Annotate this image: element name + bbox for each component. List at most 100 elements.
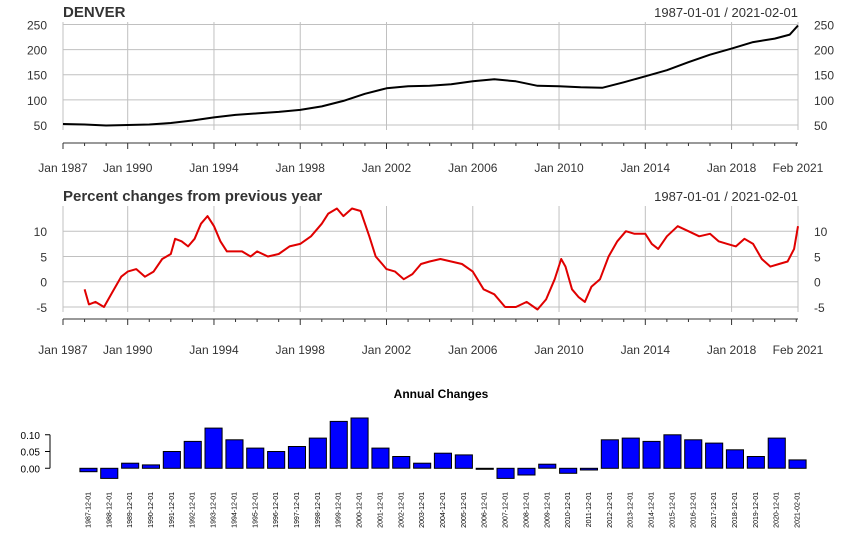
x-tick-label: Jan 2014	[621, 343, 671, 357]
y-tick-label-left: 50	[34, 119, 48, 133]
bar-category-label: 2005-12-01	[461, 492, 468, 528]
annual-change-bar	[475, 467, 494, 470]
bar-category-label: 2004-12-01	[440, 492, 447, 528]
bar-category-label: 2020-12-01	[774, 492, 781, 528]
x-tick-label: Jan 1990	[103, 161, 153, 175]
annual-change-bar	[100, 467, 119, 479]
y-tick-label-left: 0	[40, 276, 47, 290]
x-tick-label: Feb 2021	[773, 161, 824, 175]
annual-change-bar	[287, 446, 306, 469]
bar-category-label: 2003-12-01	[419, 492, 426, 528]
bar-chart-title: Annual Changes	[394, 387, 489, 401]
bar-category-label: 2017-12-01	[711, 492, 718, 528]
y-tick-label-right: 200	[814, 44, 834, 58]
annual-change-bar	[433, 452, 452, 469]
y-tick-label-left: 100	[27, 94, 47, 108]
x-tick-label: Jan 2006	[448, 343, 498, 357]
bar-category-label: 2009-12-01	[544, 492, 551, 528]
x-tick-label: Jan 2018	[707, 343, 757, 357]
annual-change-bar	[225, 439, 244, 469]
bar-y-tick-label: 0.10	[21, 431, 41, 442]
x-tick-label: Jan 2014	[621, 161, 671, 175]
annual-change-bar	[392, 456, 411, 469]
annual-change-bar	[746, 456, 765, 469]
y-tick-label-left: 10	[34, 225, 48, 239]
price-series-line	[62, 24, 799, 127]
annual-change-bar	[308, 437, 327, 469]
bar-y-tick-label: 0.00	[21, 464, 41, 475]
bar-category-label: 1987-12-01	[85, 492, 92, 528]
bar-category-label: 1988-12-01	[106, 492, 113, 528]
bar-category-label: 2006-12-01	[482, 492, 489, 528]
annual-change-bar	[600, 439, 619, 469]
panel-title: DENVER	[63, 4, 126, 21]
bar-y-tick-label: 0.05	[21, 448, 41, 459]
bar-category-label: 1995-12-01	[252, 492, 259, 528]
annual-change-bar	[663, 434, 682, 469]
annual-change-bar	[705, 442, 724, 469]
annual-change-bar	[371, 447, 390, 469]
bar-category-label: 1992-12-01	[190, 492, 197, 528]
x-tick-label: Jan 2006	[448, 161, 498, 175]
bar-category-label: 2014-12-01	[649, 492, 656, 528]
annual-changes-panel: Annual Changes 0.00 0.05 0.10 1987-12-01 1988…	[21, 387, 807, 528]
bar-category-label: 1994-12-01	[231, 492, 238, 528]
annual-change-bar	[684, 439, 703, 469]
x-tick-label: Jan 1998	[276, 343, 326, 357]
x-tick-label: Feb 2021	[773, 343, 824, 357]
y-tick-label-right: 100	[814, 94, 834, 108]
bar-category-label: 2007-12-01	[503, 492, 510, 528]
bar-category-label: 2015-12-01	[669, 492, 676, 528]
y-tick-label-right: 10	[814, 225, 828, 239]
y-tick-label-right: 50	[814, 119, 828, 133]
x-tick-label: Jan 2018	[707, 161, 757, 175]
date-range-label: 1987-01-01 / 2021-02-01	[654, 189, 798, 204]
bar-category-label: 2002-12-01	[398, 492, 405, 528]
x-tick-label: Jan 1987	[38, 161, 88, 175]
panel-title: Percent changes from previous year	[63, 188, 322, 205]
annual-change-bar	[413, 462, 432, 469]
annual-change-bar	[496, 467, 515, 479]
price-panel: DENVER 1987-01-01 / 2021-02-01 50 50 100 100 1…	[27, 4, 834, 175]
x-tick-label: Jan 1998	[276, 161, 326, 175]
annual-change-bar	[162, 451, 181, 469]
bar-category-label: 2012-12-01	[607, 492, 614, 528]
annual-change-bar	[204, 427, 223, 469]
annual-change-bar	[538, 463, 557, 469]
x-tick-label: Jan 1994	[189, 343, 239, 357]
annual-change-bar	[267, 451, 286, 469]
bar-category-label: 2013-12-01	[628, 492, 635, 528]
annual-change-bar	[183, 440, 202, 469]
y-tick-label-left: -5	[36, 301, 47, 315]
y-tick-label-right: 150	[814, 69, 834, 83]
annual-change-bar	[350, 417, 369, 469]
y-tick-label-right: -5	[814, 301, 825, 315]
date-range-label: 1987-01-01 / 2021-02-01	[654, 5, 798, 20]
x-tick-label: Jan 1987	[38, 343, 88, 357]
y-tick-label-right: 250	[814, 19, 834, 33]
annual-change-bar	[642, 440, 661, 469]
bar-category-label: 2018-12-01	[732, 492, 739, 528]
y-tick-label-left: 200	[27, 44, 47, 58]
y-tick-label-left: 150	[27, 69, 47, 83]
bar-category-label: 1999-12-01	[336, 492, 343, 528]
bar-category-label: 2010-12-01	[565, 492, 572, 528]
percent-change-panel: Percent changes from previous year 1987-0…	[34, 188, 828, 357]
bar-category-label: 2001-12-01	[377, 492, 384, 528]
annual-change-bar	[79, 467, 98, 473]
bar-category-label: 2019-12-01	[753, 492, 760, 528]
bar-category-label: 1996-12-01	[273, 492, 280, 528]
bar-category-label: 1991-12-01	[169, 492, 176, 528]
annual-change-bar	[579, 467, 599, 471]
annual-change-bar	[559, 467, 578, 474]
percent-change-series-line	[83, 207, 799, 311]
bar-category-label: 2016-12-01	[690, 492, 697, 528]
annual-change-bar	[517, 467, 536, 476]
x-tick-label: Jan 1990	[103, 343, 153, 357]
x-tick-label: Jan 2002	[362, 343, 412, 357]
bar-category-label: 1989-12-01	[127, 492, 134, 528]
x-tick-label: Jan 2010	[534, 343, 584, 357]
annual-change-bar	[788, 459, 807, 469]
